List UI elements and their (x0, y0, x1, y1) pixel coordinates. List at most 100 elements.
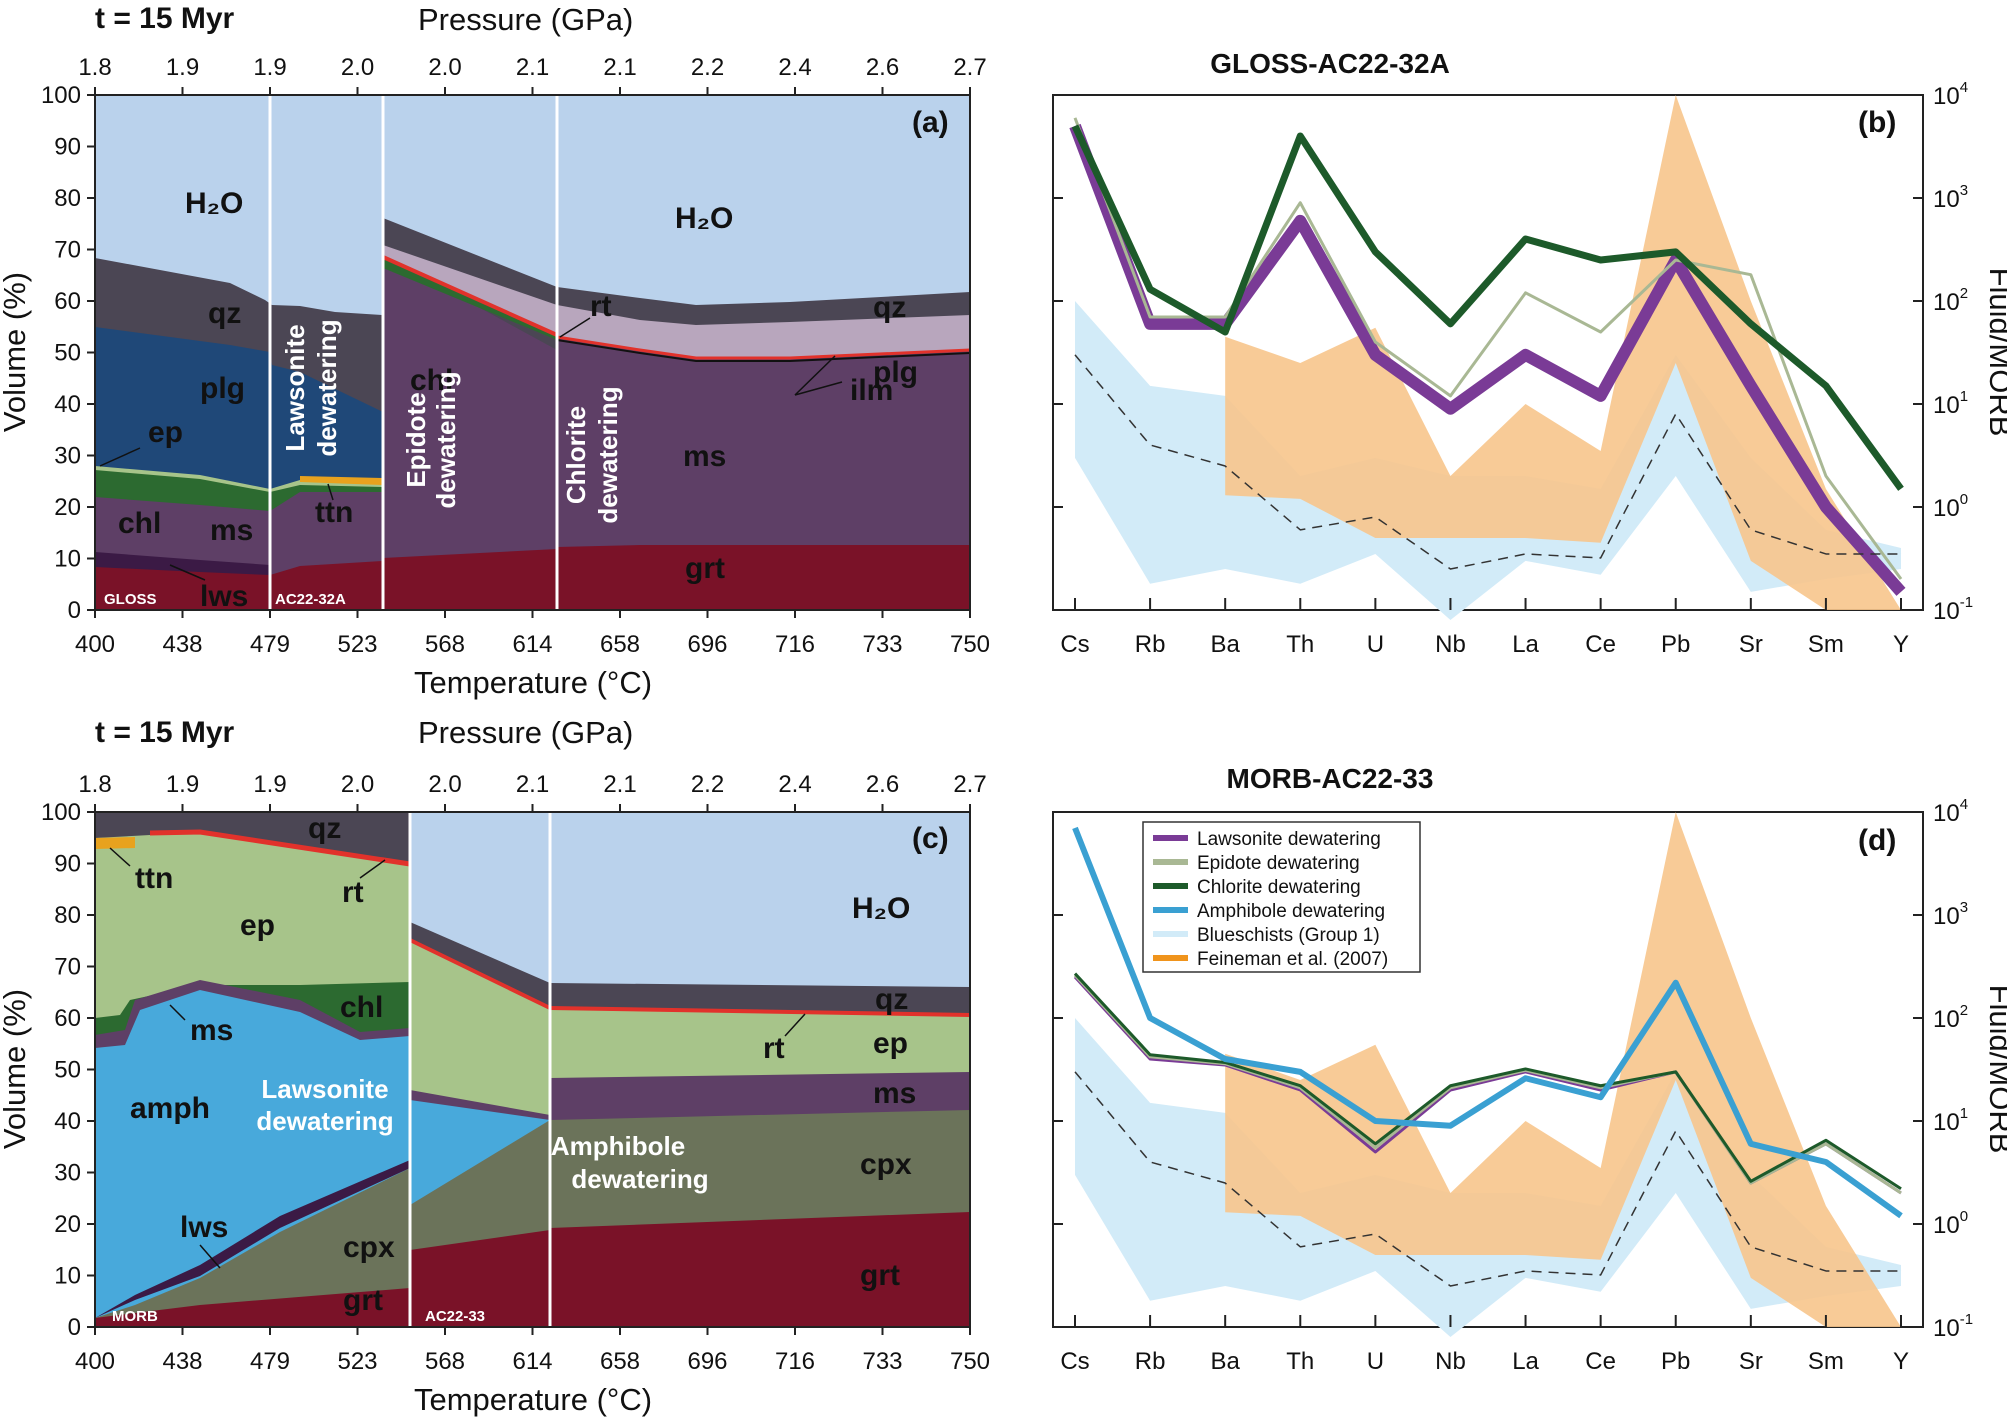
stage-label-amphibole-c-1: Amphibole (551, 1131, 685, 1161)
pressure-tick-label: 2.0 (341, 771, 374, 798)
category-tick-label: Nb (1435, 631, 1466, 658)
temperature-tick-labels-c: 400 438 479 523 568 614 658 696 716 733 750 (75, 1327, 990, 1375)
x-axis-b: Cs Rb Ba Th U Nb La Ce Pb Sr Sm Y (1060, 598, 1909, 658)
series-line-blueschists-group-1-median (1074, 354, 1901, 570)
temperature-tick-labels-a: 400 438 479 523 568 614 658 696 716 733 750 (75, 610, 990, 658)
pressure-tick-label: 2.0 (428, 54, 461, 81)
pressure-tick-label: 2.6 (866, 771, 899, 798)
category-tick-label: Pb (1661, 1348, 1690, 1375)
stage-label-lawsonite-c-2: dewatering (256, 1106, 393, 1136)
temperature-tick-label: 716 (775, 1348, 815, 1375)
cpx-area-c-1 (95, 1168, 410, 1327)
temperature-tick-label: 479 (250, 1348, 290, 1375)
y-tick-label: 50 (54, 340, 81, 367)
feineman-band (1225, 95, 1901, 610)
temperature-tick-label: 750 (950, 1348, 990, 1375)
volume-axis-label-a: Volume (%) (0, 272, 32, 432)
phase-label-rt-c-1: rt (342, 876, 364, 909)
category-tick-label: Ba (1211, 631, 1241, 658)
log-tick-label: 100 (1933, 491, 1968, 522)
phase-label-ms-c-2: ms (873, 1077, 916, 1110)
y-tick-label: 90 (54, 134, 81, 161)
log-tick-label: 101 (1933, 388, 1968, 419)
log-tick-label: 10-1 (1933, 594, 1973, 625)
log-tick-exponent: 1 (1960, 1105, 1968, 1122)
temperature-tick-label: 658 (600, 631, 640, 658)
pressure-tick-label: 2.1 (516, 771, 549, 798)
ttn-area-c (95, 837, 135, 849)
pressure-tick-label: 2.0 (341, 54, 374, 81)
phase-label-chl-a-1: chl (118, 507, 161, 540)
category-tick-label: Ce (1585, 1348, 1616, 1375)
category-tick-label: Sr (1739, 1348, 1763, 1375)
phase-label-ep-c-2: ep (873, 1027, 908, 1060)
temperature-tick-label: 696 (687, 631, 727, 658)
pressure-tick-label: 2.7 (953, 54, 986, 81)
temperature-axis-label-a: Temperature (°C) (414, 665, 652, 700)
log-tick-exponent: 3 (1960, 182, 1968, 199)
y-tick-label: 70 (54, 237, 81, 264)
series-line-chlorite-dewatering (1071, 124, 1904, 491)
phase-label-grt-c-2: grt (860, 1259, 900, 1292)
temperature-tick-label: 400 (75, 631, 115, 658)
pressure-tick-label: 2.1 (516, 54, 549, 81)
chart-title-b: GLOSS-AC22-32A (1210, 48, 1450, 79)
pressure-tick-label: 2.6 (866, 54, 899, 81)
panel-label-b: (b) (1858, 106, 1896, 139)
phase-label-chl-c: chl (340, 991, 383, 1024)
grt-area-a-1 (95, 561, 383, 610)
phase-label-ms-c-1: ms (190, 1014, 233, 1047)
panel-label-a: (a) (912, 106, 949, 139)
log-tick-exponent: 0 (1960, 491, 1968, 508)
stage-label-lawsonite-c-1: Lawsonite (261, 1074, 388, 1104)
pressure-tick-label: 1.9 (166, 771, 199, 798)
temperature-tick-label: 523 (337, 631, 377, 658)
log-tick-exponent: 4 (1960, 796, 1968, 813)
temperature-tick-label: 658 (600, 1348, 640, 1375)
pressure-tick-label: 1.8 (78, 54, 111, 81)
category-tick-label: U (1367, 631, 1384, 658)
volume-axis-label-c: Volume (%) (0, 989, 32, 1149)
temperature-axis-label-c: Temperature (°C) (414, 1382, 652, 1417)
y-tick-label: 40 (54, 391, 81, 418)
log-tick-label: 104 (1933, 796, 1968, 827)
temperature-tick-label: 733 (862, 1348, 902, 1375)
y-tick-label: 10 (54, 1263, 81, 1290)
rt-line-c-2 (409, 938, 551, 1010)
phase-label-qz-a-2: qz (873, 291, 906, 324)
log-tick-label: 101 (1933, 1105, 1968, 1136)
log-tick-exponent: 4 (1960, 79, 1968, 96)
temperature-tick-label: 716 (775, 631, 815, 658)
log-tick-exponent: 2 (1960, 285, 1968, 302)
stage-label-chlorite-a-1: Chlorite (561, 406, 591, 504)
category-tick-label: Ba (1211, 1348, 1241, 1375)
chart-title-d: MORB-AC22-33 (1227, 763, 1434, 794)
temperature-tick-label: 614 (512, 631, 552, 658)
series-line-blueschists-group-1-median (1074, 1071, 1901, 1287)
temperature-tick-label: 438 (162, 631, 202, 658)
grt-area-c-2 (410, 1230, 550, 1327)
fluid-axis-label-b: Fluid/MORB (1983, 268, 2007, 437)
y-tick-label: 80 (54, 185, 81, 212)
log-tick-exponent: 0 (1960, 1208, 1968, 1225)
phase-label-lws-c: lws (180, 1211, 228, 1244)
log-tick-exponent: 2 (1960, 1002, 1968, 1019)
category-tick-label: U (1367, 1348, 1384, 1375)
log-tick-label: 104 (1933, 79, 1968, 110)
sample-label-a-2: AC22-32A (275, 591, 346, 608)
fluid-axis-label-d: Fluid/MORB (1983, 985, 2007, 1154)
category-tick-label: Pb (1661, 631, 1690, 658)
pressure-tick-label: 2.1 (603, 54, 636, 81)
log-tick-label: 10-1 (1933, 1311, 1973, 1342)
phase-label-ms-a-2: ms (683, 440, 726, 473)
legend-label: Feineman et al. (2007) (1197, 949, 1388, 970)
series-b (1069, 117, 1906, 596)
pressure-tick-labels-a: 1.8 1.9 1.9 2.0 2.0 2.1 2.1 2.2 2.4 2.6 2.7 (78, 54, 987, 95)
temperature-tick-label: 614 (512, 1348, 552, 1375)
plot-frame-d (1052, 811, 1924, 1328)
category-tick-label: La (1512, 631, 1539, 658)
